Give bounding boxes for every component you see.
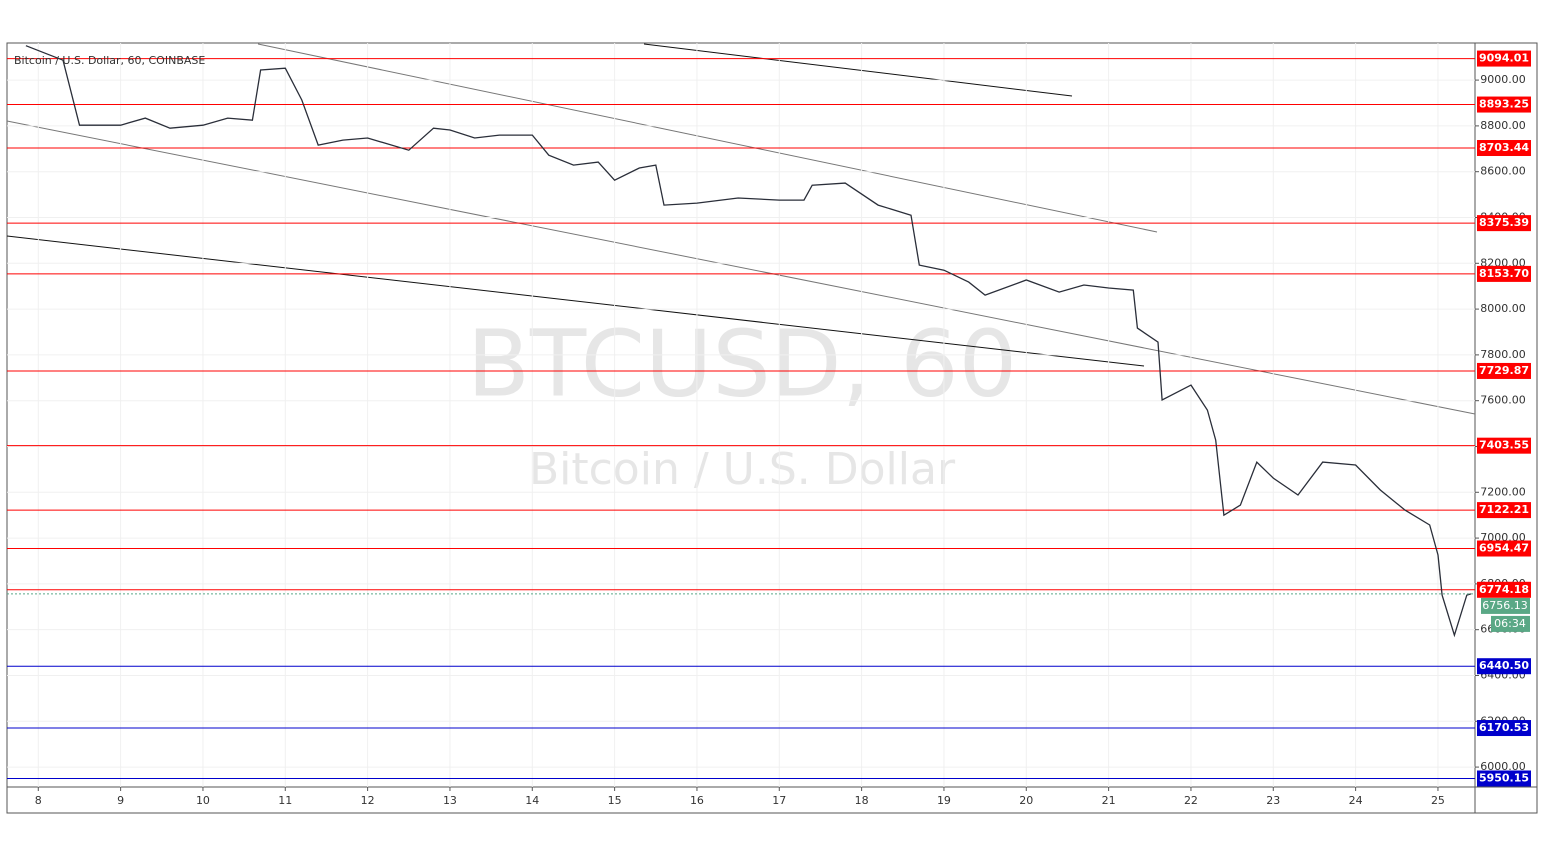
x-tick-label: 9 (117, 794, 124, 807)
y-tick-label: 8600.00 (1480, 165, 1526, 178)
y-tick-label: 6000.00 (1480, 760, 1526, 773)
last-price-box (1481, 597, 1530, 614)
level-label: 8375.39 (1479, 216, 1529, 229)
x-tick-label: 16 (690, 794, 704, 807)
y-tick-label: 7600.00 (1480, 394, 1526, 407)
x-tick-label: 13 (443, 794, 457, 807)
countdown: 06:34 (1494, 617, 1526, 630)
x-tick-label: 21 (1102, 794, 1116, 807)
x-tick-label: 14 (525, 794, 539, 807)
level-label-box (1477, 96, 1531, 113)
level-label-box (1477, 720, 1531, 737)
level-label-box (1477, 215, 1531, 232)
level-label-box (1477, 437, 1531, 454)
level-label: 8153.70 (1479, 267, 1529, 280)
grid (7, 43, 1475, 787)
y-tick-label: 8000.00 (1480, 302, 1526, 315)
level-label-box (1477, 658, 1531, 675)
trend-line (643, 43, 1073, 97)
level-label-box (1477, 140, 1531, 157)
level-label-box (1477, 540, 1531, 557)
symbol-title: Bitcoin / U.S. Dollar, 60, COINBASE (14, 54, 205, 67)
y-tick-label: 7200.00 (1480, 485, 1526, 498)
y-tick-label: 9000.00 (1480, 73, 1526, 86)
x-tick-label: 15 (608, 794, 622, 807)
trend-line (257, 43, 1158, 233)
x-tick-label: 10 (196, 794, 210, 807)
level-label: 6954.47 (1479, 542, 1529, 555)
x-tick-label: 11 (278, 794, 292, 807)
x-tick-label: 17 (772, 794, 786, 807)
level-label-box (1477, 770, 1531, 787)
x-tick-label: 24 (1349, 794, 1363, 807)
watermark-subtitle: Bitcoin / U.S. Dollar (529, 444, 956, 495)
trend-line (6, 235, 1145, 367)
x-tick-label: 22 (1184, 794, 1198, 807)
level-label: 5950.15 (1479, 771, 1529, 784)
level-label: 7403.55 (1479, 439, 1529, 452)
level-label: 7122.21 (1479, 503, 1529, 516)
level-label: 6440.50 (1479, 659, 1529, 672)
x-tick-label: 19 (937, 794, 951, 807)
y-tick-label: 8800.00 (1480, 119, 1526, 132)
y-tick-label: 7800.00 (1480, 348, 1526, 361)
level-label-box (1477, 265, 1531, 282)
axes: 6000.006200.006400.006600.006800.007000.… (35, 50, 1531, 807)
level-label: 9094.01 (1479, 52, 1529, 65)
level-label: 8703.44 (1479, 141, 1529, 154)
level-label-box (1477, 581, 1531, 598)
price-line (25, 45, 1472, 638)
watermark: BTCUSD, 60 (467, 310, 1017, 417)
level-label-box (1477, 50, 1531, 67)
level-label-box (1477, 362, 1531, 379)
plot (7, 45, 1475, 638)
x-tick-label: 25 (1431, 794, 1445, 807)
level-label: 7729.87 (1479, 364, 1529, 377)
frame (6, 42, 1538, 814)
level-label: 8893.25 (1479, 98, 1529, 111)
x-tick-label: 18 (855, 794, 869, 807)
x-tick-label: 20 (1019, 794, 1033, 807)
x-tick-label: 12 (361, 794, 375, 807)
level-label: 6170.53 (1479, 721, 1529, 734)
countdown-box (1491, 615, 1530, 632)
x-tick-label: 23 (1266, 794, 1280, 807)
x-tick-label: 8 (35, 794, 42, 807)
trend-line (6, 120, 1476, 415)
levels (7, 58, 1475, 779)
level-label-box (1477, 502, 1531, 519)
last-price-label: 6756.13 (1482, 599, 1528, 612)
level-label: 6774.18 (1479, 583, 1529, 596)
trend-lines (6, 43, 1476, 415)
